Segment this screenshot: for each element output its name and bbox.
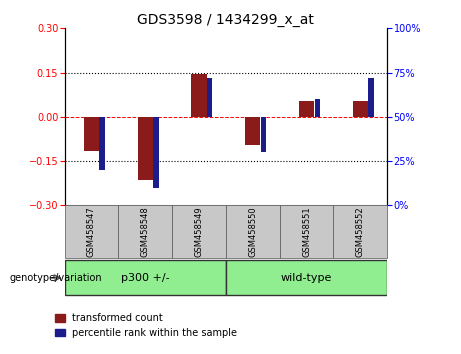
- Bar: [226, 205, 280, 258]
- Text: wild-type: wild-type: [281, 273, 332, 283]
- Bar: [368, 78, 374, 117]
- Bar: [100, 117, 105, 170]
- Text: GSM458552: GSM458552: [356, 206, 365, 257]
- Bar: [333, 205, 387, 258]
- Text: GSM458549: GSM458549: [195, 206, 203, 257]
- Bar: [65, 261, 226, 295]
- Bar: [65, 205, 118, 258]
- Text: genotype/variation: genotype/variation: [9, 273, 102, 283]
- Text: GSM458551: GSM458551: [302, 206, 311, 257]
- Bar: [314, 99, 320, 117]
- Text: GSM458548: GSM458548: [141, 206, 150, 257]
- Bar: [118, 205, 172, 258]
- Text: GSM458550: GSM458550: [248, 206, 257, 257]
- Bar: [172, 205, 226, 258]
- Text: GSM458547: GSM458547: [87, 206, 96, 257]
- Text: p300 +/-: p300 +/-: [121, 273, 170, 283]
- Title: GDS3598 / 1434299_x_at: GDS3598 / 1434299_x_at: [137, 13, 314, 27]
- Bar: [226, 261, 387, 295]
- Bar: [84, 117, 99, 151]
- Bar: [138, 117, 153, 180]
- Bar: [245, 117, 260, 145]
- Bar: [207, 78, 213, 117]
- Bar: [261, 117, 266, 152]
- Bar: [153, 117, 159, 188]
- Bar: [299, 101, 314, 117]
- Bar: [353, 101, 368, 117]
- Bar: [191, 74, 207, 117]
- Legend: transformed count, percentile rank within the sample: transformed count, percentile rank withi…: [51, 309, 241, 342]
- Bar: [280, 205, 333, 258]
